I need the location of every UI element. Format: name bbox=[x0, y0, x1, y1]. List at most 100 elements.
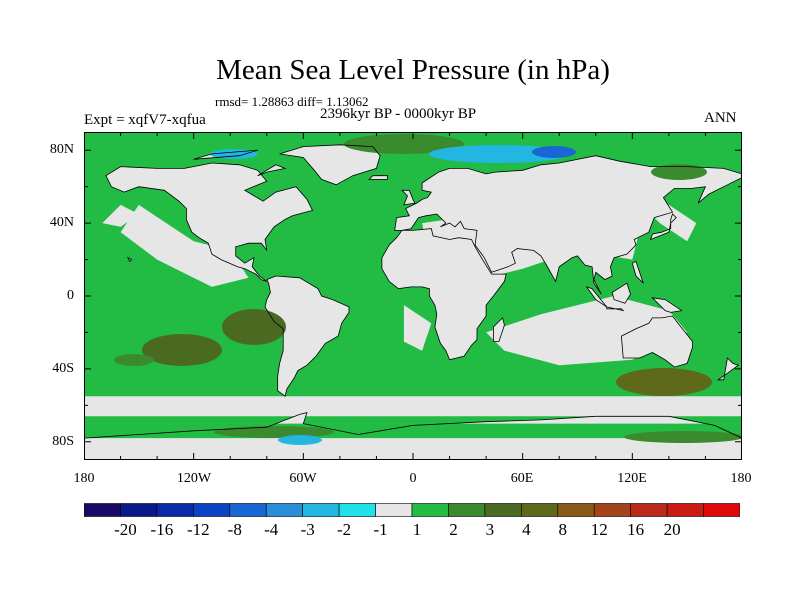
anomaly-patch bbox=[616, 368, 712, 396]
coastline bbox=[105, 162, 314, 282]
coastline bbox=[620, 315, 693, 368]
colorbar-box bbox=[338, 503, 376, 517]
coastline bbox=[127, 256, 133, 263]
colorbar-label: 4 bbox=[522, 520, 531, 539]
anomaly-patches bbox=[114, 134, 742, 445]
anomaly-patch bbox=[429, 145, 569, 163]
coastline bbox=[606, 306, 625, 312]
experiment-label: Expt = xqfV7-xqfua bbox=[84, 112, 206, 128]
stats-label: rmsd= 1.28863 diff= 1.13062 bbox=[215, 94, 369, 109]
lat-label: 0 bbox=[67, 288, 74, 303]
colorbar-box bbox=[666, 503, 704, 517]
lon-label: 180 bbox=[73, 471, 95, 486]
anomaly-band bbox=[486, 296, 688, 366]
coastline bbox=[368, 175, 388, 180]
anomaly-band bbox=[102, 204, 139, 227]
coastline bbox=[611, 282, 631, 304]
colorbar-box bbox=[302, 503, 340, 517]
colorbar-box bbox=[521, 503, 559, 517]
lat-label: 80S bbox=[52, 434, 74, 449]
lat-label: 40S bbox=[52, 361, 74, 376]
anomaly-patch bbox=[114, 354, 154, 366]
colorbar-box bbox=[484, 503, 522, 517]
colorbar-box bbox=[156, 503, 194, 517]
colorbar-label: -16 bbox=[150, 520, 174, 539]
coastline bbox=[631, 260, 644, 284]
colorbar-label: -3 bbox=[300, 520, 315, 539]
colorbar-box bbox=[84, 503, 121, 517]
colorbar-label: -8 bbox=[227, 520, 242, 539]
colorbar-box bbox=[557, 503, 595, 517]
colorbar-box bbox=[193, 503, 231, 517]
anomaly-band bbox=[120, 204, 249, 287]
land-region bbox=[265, 276, 349, 397]
colorbar-box bbox=[265, 503, 303, 517]
anomaly-patch bbox=[344, 134, 464, 154]
colorbar-label: -12 bbox=[186, 520, 210, 539]
coastline bbox=[381, 228, 507, 361]
land-region bbox=[402, 190, 415, 205]
anomaly-band bbox=[632, 186, 697, 242]
colorbar-label: -4 bbox=[264, 520, 279, 539]
colorbar-box bbox=[703, 503, 740, 517]
colorbar-box bbox=[448, 503, 486, 517]
anomaly-patch bbox=[142, 334, 222, 366]
colorbar-label: 8 bbox=[558, 520, 568, 539]
coastline bbox=[394, 155, 742, 295]
coastline bbox=[492, 317, 505, 343]
coastline bbox=[716, 357, 740, 381]
land-region bbox=[369, 175, 388, 180]
coastline bbox=[264, 275, 350, 397]
anomaly-band bbox=[422, 214, 642, 278]
colorbar-box bbox=[411, 503, 449, 517]
anomaly-band bbox=[84, 396, 742, 417]
colorbar bbox=[84, 503, 740, 517]
land-region bbox=[632, 261, 644, 284]
land-region bbox=[652, 297, 682, 313]
colorbar-label: 20 bbox=[663, 520, 681, 539]
colorbar-label: 1 bbox=[412, 520, 422, 539]
colorbar-box bbox=[630, 503, 668, 517]
colorbar-label: -2 bbox=[337, 520, 352, 539]
coastline bbox=[84, 412, 742, 460]
lon-label: 0 bbox=[409, 471, 417, 486]
colorbar-box bbox=[593, 503, 631, 517]
land-region bbox=[105, 163, 313, 282]
pressure-map bbox=[84, 132, 742, 460]
anomaly-patch bbox=[651, 164, 707, 180]
lon-label: 120W bbox=[176, 471, 212, 486]
colorbar-label: 12 bbox=[590, 520, 608, 539]
anomaly-patch bbox=[532, 146, 576, 158]
colorbar-label: -1 bbox=[373, 520, 388, 539]
anomaly-patch bbox=[214, 426, 334, 438]
anomaly-patch bbox=[278, 435, 322, 445]
chart-title: Mean Sea Level Pressure (in hPa) bbox=[216, 54, 610, 86]
colorbar-label: 3 bbox=[485, 520, 495, 539]
colorbar-box bbox=[229, 503, 267, 517]
map-ticks bbox=[84, 132, 742, 460]
colorbar-label: 16 bbox=[627, 520, 645, 539]
anomaly-patch bbox=[624, 431, 742, 443]
colorbar-label: -20 bbox=[114, 520, 137, 539]
lat-label: 80N bbox=[49, 142, 74, 157]
season-label: ANN bbox=[704, 110, 737, 126]
lat-label: 40N bbox=[49, 215, 74, 230]
lon-label: 120E bbox=[617, 471, 647, 486]
colorbar-box bbox=[375, 503, 413, 517]
lon-label: 180 bbox=[730, 471, 752, 486]
land-anomaly-layer bbox=[84, 144, 742, 460]
lon-label: 60W bbox=[289, 471, 317, 486]
land-region bbox=[718, 358, 739, 380]
anomaly-band bbox=[403, 305, 432, 351]
colorbar-label: 2 bbox=[449, 520, 458, 539]
coastline bbox=[651, 297, 683, 313]
lon-label: 60E bbox=[510, 471, 534, 486]
period-label: 2396kyr BP - 0000kyr BP bbox=[320, 106, 477, 122]
coastline bbox=[193, 149, 258, 160]
coastlines bbox=[84, 144, 742, 460]
coastline bbox=[279, 144, 381, 186]
coastline bbox=[649, 213, 677, 241]
colorbar-box bbox=[120, 503, 158, 517]
coastline bbox=[257, 164, 287, 177]
anomaly-patch bbox=[222, 309, 286, 345]
